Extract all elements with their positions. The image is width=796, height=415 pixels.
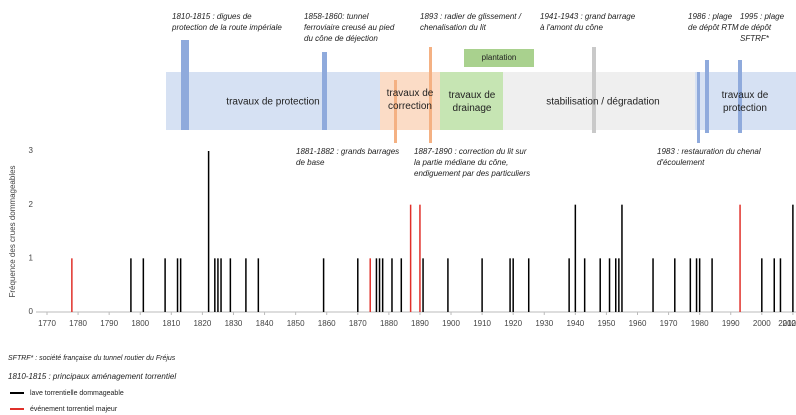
x-tick-label: 1860 (318, 319, 336, 328)
annotation-line: 1941-1943 : grand barrage (540, 12, 636, 21)
annotation-line: de base (296, 158, 325, 167)
legend-label: lave torrentielle dommageable (30, 390, 124, 397)
annotation-line: la partie médiane du cône, (414, 158, 508, 167)
annotation-line: 1810-1815 : digues de (172, 12, 252, 21)
marker (738, 60, 742, 133)
period-label: travaux de protection (226, 97, 319, 108)
x-tick-label: 1920 (504, 319, 522, 328)
annotation: 1858-1860: tunnel ferroviaire creusé au p… (304, 12, 395, 43)
x-tick-label: 1820 (193, 319, 211, 328)
marker (697, 72, 700, 143)
annotation: 1881-1882 : grands barrages de base (296, 147, 399, 167)
marker (592, 47, 596, 133)
annotation-line: 1893 : radier de glissement / (420, 12, 522, 21)
period-label: plantation (482, 53, 517, 62)
annotation: 1941-1943 : grand barrage à l'amont du cô… (540, 12, 636, 32)
annotation: 1983 : restauration du chenal d'écoulemen… (657, 147, 761, 167)
period-drainage (440, 72, 503, 130)
x-tick-label: 1870 (349, 319, 367, 328)
x-tick-label: 1770 (38, 319, 56, 328)
annotation-line: d'écoulement (657, 158, 705, 167)
x-tick-label: 1840 (256, 319, 274, 328)
marker (705, 60, 709, 133)
plantation-box (464, 49, 534, 67)
annotation-line: 1983 : restauration du chenal (657, 147, 761, 156)
annotation-line: 1858-1860: tunnel (304, 12, 369, 21)
annotation: 1986 : plage de dépôt RTM (688, 12, 739, 32)
marker (322, 52, 327, 130)
x-tick-label: 1910 (473, 319, 491, 328)
annotation-line: SFTRF* (740, 34, 770, 43)
y-tick-label: 3 (29, 146, 34, 155)
x-tick-label: 2000 (753, 319, 771, 328)
x-tick-label: 1800 (131, 319, 149, 328)
x-tick-label: 1790 (100, 319, 118, 328)
period-label-line: protection (723, 103, 767, 114)
marker (394, 80, 397, 143)
period-label-line: travaux de (722, 90, 769, 101)
annotation-line: protection de la route impériale (171, 23, 282, 32)
period-label: travaux de protection (722, 90, 769, 114)
marker (429, 47, 432, 143)
x-tick-label: 1830 (225, 319, 243, 328)
annotation-line: 1995 : plage (740, 12, 785, 21)
annotation-line: 1887-1890 : correction du lit sur (414, 147, 527, 156)
footnote: SFTRF* : société française du tunnel rou… (8, 355, 176, 362)
period-label-line: drainage (453, 103, 492, 114)
x-tick-label: 1980 (691, 319, 709, 328)
legend-label: événement torrentiel majeur (30, 406, 118, 413)
note: 1810-1815 : principaux aménagement torre… (8, 372, 176, 381)
y-tick-label: 2 (29, 200, 34, 209)
annotation-line: de dépôt (740, 23, 772, 32)
x-tick-label: 1780 (69, 319, 87, 328)
period-label-line: travaux de (449, 90, 496, 101)
y-tick-label: 0 (29, 307, 34, 316)
x-tick-label: 1900 (442, 319, 460, 328)
period-label-line: correction (388, 101, 432, 112)
x-tick-label: 1970 (660, 319, 678, 328)
period-protection-2 (695, 72, 796, 130)
annotation-line: ferroviaire creusé au pied (304, 23, 395, 32)
x-tick-label: 1850 (287, 319, 305, 328)
x-tick-label: 1890 (411, 319, 429, 328)
annotation-line: à l'amont du cône (540, 23, 603, 32)
annotation: 1810-1815 : digues de protection de la ro… (171, 12, 282, 32)
annotation-line: endiguement par des particuliers (414, 169, 530, 178)
x-tick-label: 1810 (162, 319, 180, 328)
period-label-line: travaux de (387, 88, 434, 99)
annotation-line: 1881-1882 : grands barrages (296, 147, 399, 156)
x-tick-label: 2010 (778, 319, 796, 328)
x-tick-label: 1990 (722, 319, 740, 328)
annotation: 1893 : radier de glissement / chenalisati… (420, 12, 522, 32)
period-label: stabilisation / dégradation (546, 97, 659, 108)
x-tick-label: 1880 (380, 319, 398, 328)
annotation-line: 1986 : plage (688, 12, 733, 21)
annotation: 1995 : plage de dépôt SFTRF* (740, 12, 785, 43)
y-axis-label: Fréquence des crues dommageables (8, 165, 17, 297)
annotation-line: chenalisation du lit (420, 23, 487, 32)
y-tick-label: 1 (29, 253, 34, 262)
x-tick-label: 1960 (629, 319, 647, 328)
annotation: 1887-1890 : correction du lit sur la part… (414, 147, 530, 178)
period-protection (166, 72, 380, 130)
marker (181, 40, 189, 130)
period-label: travaux de drainage (449, 90, 496, 114)
x-tick-label: 1930 (535, 319, 553, 328)
annotation-line: du cône de déjection (304, 34, 378, 43)
x-tick-label: 1940 (566, 319, 584, 328)
period-label: travaux de correction (387, 88, 434, 112)
x-tick-label: 202 (783, 319, 796, 328)
annotation-line: de dépôt RTM (688, 23, 739, 32)
x-tick-label: 1950 (598, 319, 616, 328)
